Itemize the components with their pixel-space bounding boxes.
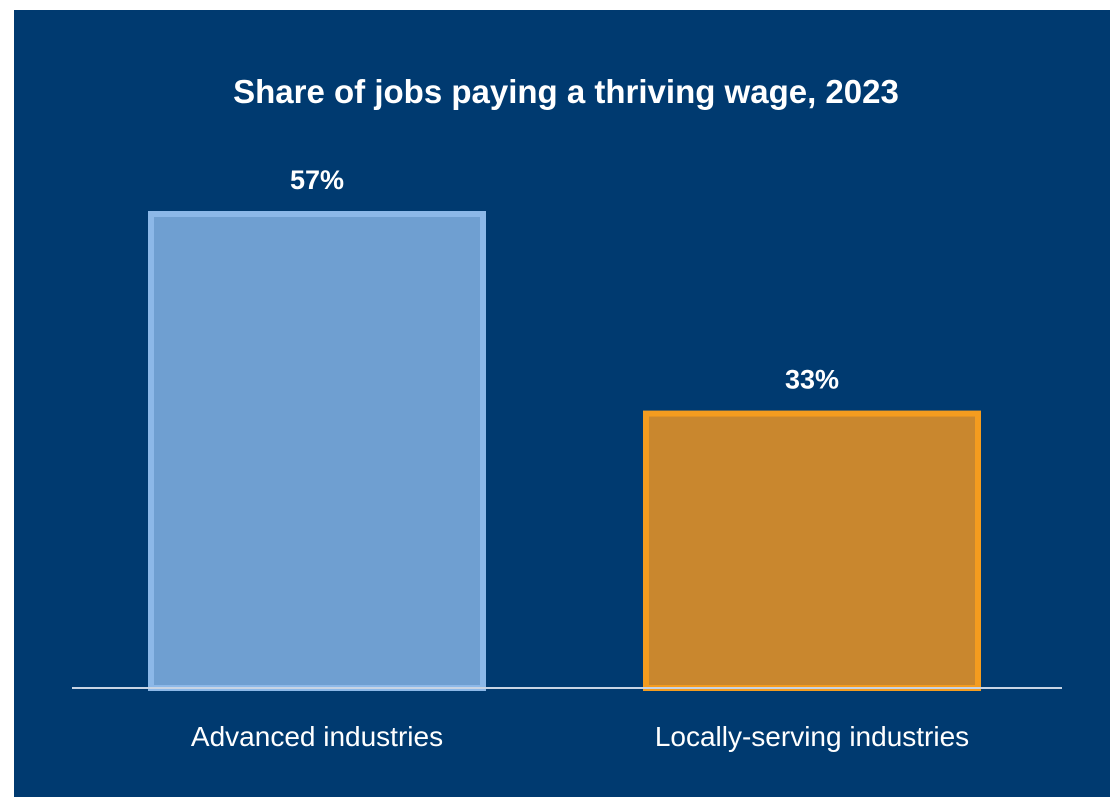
labels-group: 57% Advanced industries 33% Locally-serving… — [191, 165, 969, 752]
category-label-1: Advanced industries — [191, 721, 443, 752]
chart-title: Share of jobs paying a thriving wage, 20… — [233, 73, 899, 110]
category-label-2: Locally-serving industries — [655, 721, 969, 752]
bar-2 — [643, 410, 981, 691]
bars-group — [148, 211, 981, 691]
value-label-2: 33% — [785, 365, 839, 395]
value-label-1: 57% — [290, 165, 344, 195]
bar-1 — [148, 211, 486, 691]
